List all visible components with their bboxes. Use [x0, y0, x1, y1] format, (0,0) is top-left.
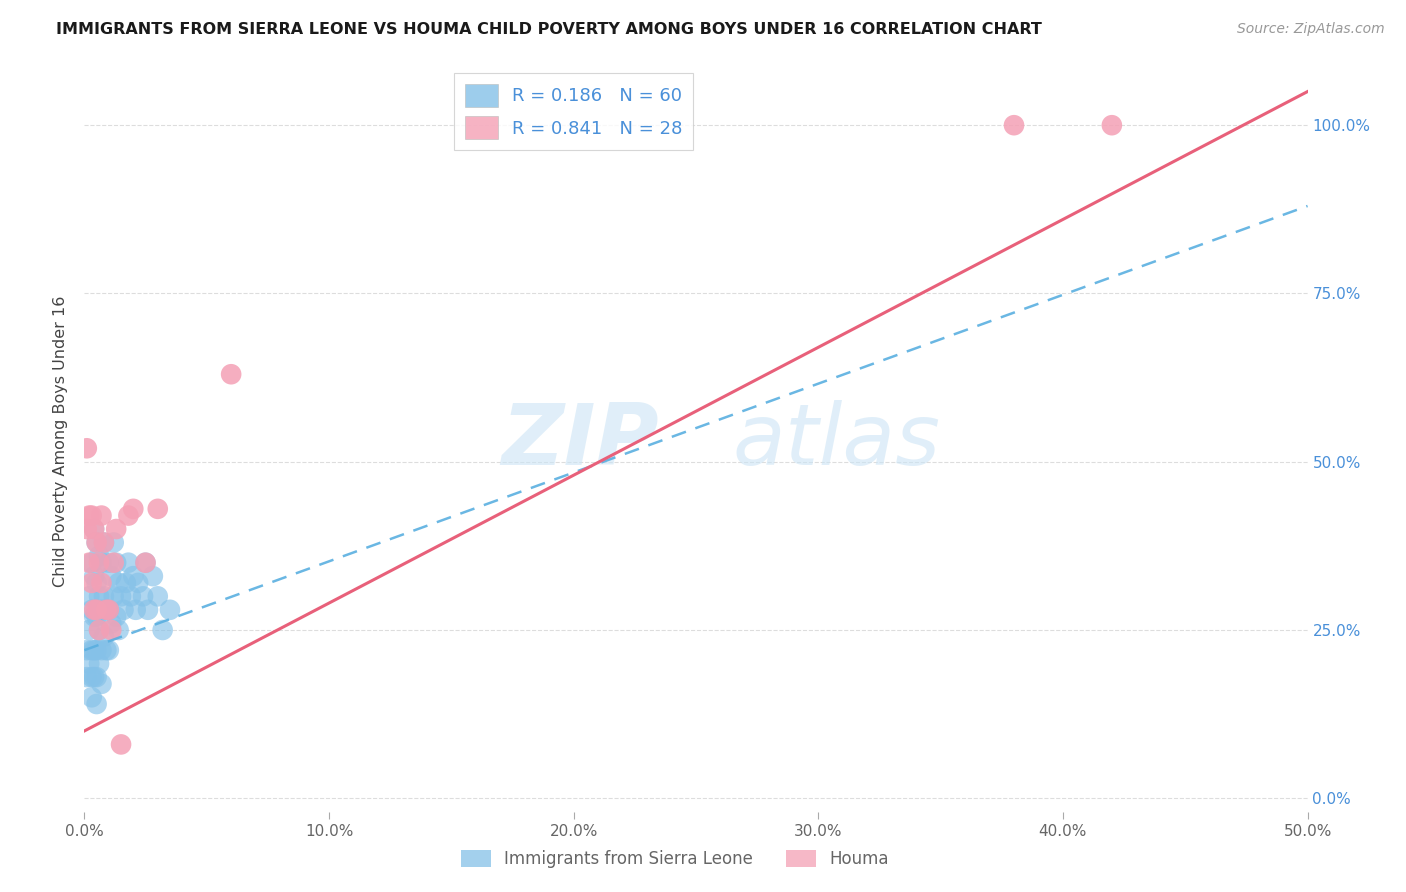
Text: ZIP: ZIP	[502, 400, 659, 483]
Point	[100, 569, 122, 583]
Point	[93, 535, 115, 549]
Point	[90, 556, 112, 570]
Point	[76, 522, 98, 536]
Point	[80, 690, 103, 705]
Point	[83, 643, 105, 657]
Text: IMMIGRANTS FROM SIERRA LEONE VS HOUMA CHILD POVERTY AMONG BOYS UNDER 16 CORRELAT: IMMIGRANTS FROM SIERRA LEONE VS HOUMA CH…	[56, 22, 1042, 37]
Point	[87, 623, 110, 637]
Point	[97, 556, 120, 570]
Point	[135, 556, 157, 570]
Point	[87, 556, 110, 570]
Point	[105, 609, 128, 624]
Y-axis label: Child Poverty Among Boys Under 16: Child Poverty Among Boys Under 16	[53, 296, 69, 587]
Point	[87, 590, 110, 604]
Point	[1002, 118, 1025, 132]
Point	[76, 442, 98, 456]
Point	[80, 670, 103, 684]
Point	[103, 535, 125, 549]
Point	[86, 535, 108, 549]
Point	[105, 522, 128, 536]
Point	[103, 556, 125, 570]
Text: Source: ZipAtlas.com: Source: ZipAtlas.com	[1237, 22, 1385, 37]
Point	[86, 643, 108, 657]
Point	[125, 603, 148, 617]
Point	[122, 501, 145, 516]
Point	[86, 535, 108, 549]
Point	[86, 603, 108, 617]
Point	[83, 603, 105, 617]
Point	[96, 643, 118, 657]
Point	[90, 643, 112, 657]
Point	[146, 501, 169, 516]
Point	[77, 657, 100, 671]
Point	[120, 590, 142, 604]
Point	[146, 590, 169, 604]
Point	[132, 590, 155, 604]
Point	[86, 670, 108, 684]
Point	[87, 623, 110, 637]
Point	[97, 603, 120, 617]
Point	[107, 623, 129, 637]
Point	[83, 522, 105, 536]
Point	[80, 556, 103, 570]
Point	[83, 609, 105, 624]
Point	[96, 603, 118, 617]
Point	[110, 590, 132, 604]
Point	[96, 603, 118, 617]
Point	[135, 556, 157, 570]
Point	[93, 535, 115, 549]
Point	[107, 575, 129, 590]
Point	[100, 623, 122, 637]
Point	[80, 575, 103, 590]
Point	[83, 522, 105, 536]
Point	[100, 616, 122, 631]
Point	[115, 575, 138, 590]
Point	[142, 569, 165, 583]
Point	[87, 549, 110, 563]
Point	[159, 603, 181, 617]
Point	[77, 590, 100, 604]
Point	[86, 575, 108, 590]
Point	[90, 603, 112, 617]
Point	[86, 697, 108, 711]
Point	[80, 508, 103, 523]
Point	[76, 670, 98, 684]
Legend: Immigrants from Sierra Leone, Houma: Immigrants from Sierra Leone, Houma	[454, 843, 896, 875]
Point	[80, 603, 103, 617]
Point	[152, 623, 174, 637]
Point	[77, 508, 100, 523]
Point	[76, 643, 98, 657]
Point	[1101, 118, 1123, 132]
Point	[87, 657, 110, 671]
Point	[77, 556, 100, 570]
Point	[83, 670, 105, 684]
Point	[219, 368, 242, 382]
Legend: R = 0.186   N = 60, R = 0.841   N = 28: R = 0.186 N = 60, R = 0.841 N = 28	[454, 73, 693, 150]
Point	[122, 569, 145, 583]
Point	[93, 590, 115, 604]
Point	[117, 508, 139, 523]
Point	[90, 575, 112, 590]
Point	[86, 609, 108, 624]
Point	[103, 590, 125, 604]
Point	[80, 643, 103, 657]
Point	[97, 603, 120, 617]
Point	[105, 556, 128, 570]
Point	[90, 677, 112, 691]
Point	[127, 575, 149, 590]
Point	[117, 556, 139, 570]
Point	[97, 643, 120, 657]
Point	[93, 630, 115, 644]
Point	[110, 738, 132, 752]
Point	[90, 508, 112, 523]
Point	[136, 603, 159, 617]
Point	[112, 603, 135, 617]
Point	[83, 569, 105, 583]
Point	[77, 623, 100, 637]
Text: atlas: atlas	[733, 400, 941, 483]
